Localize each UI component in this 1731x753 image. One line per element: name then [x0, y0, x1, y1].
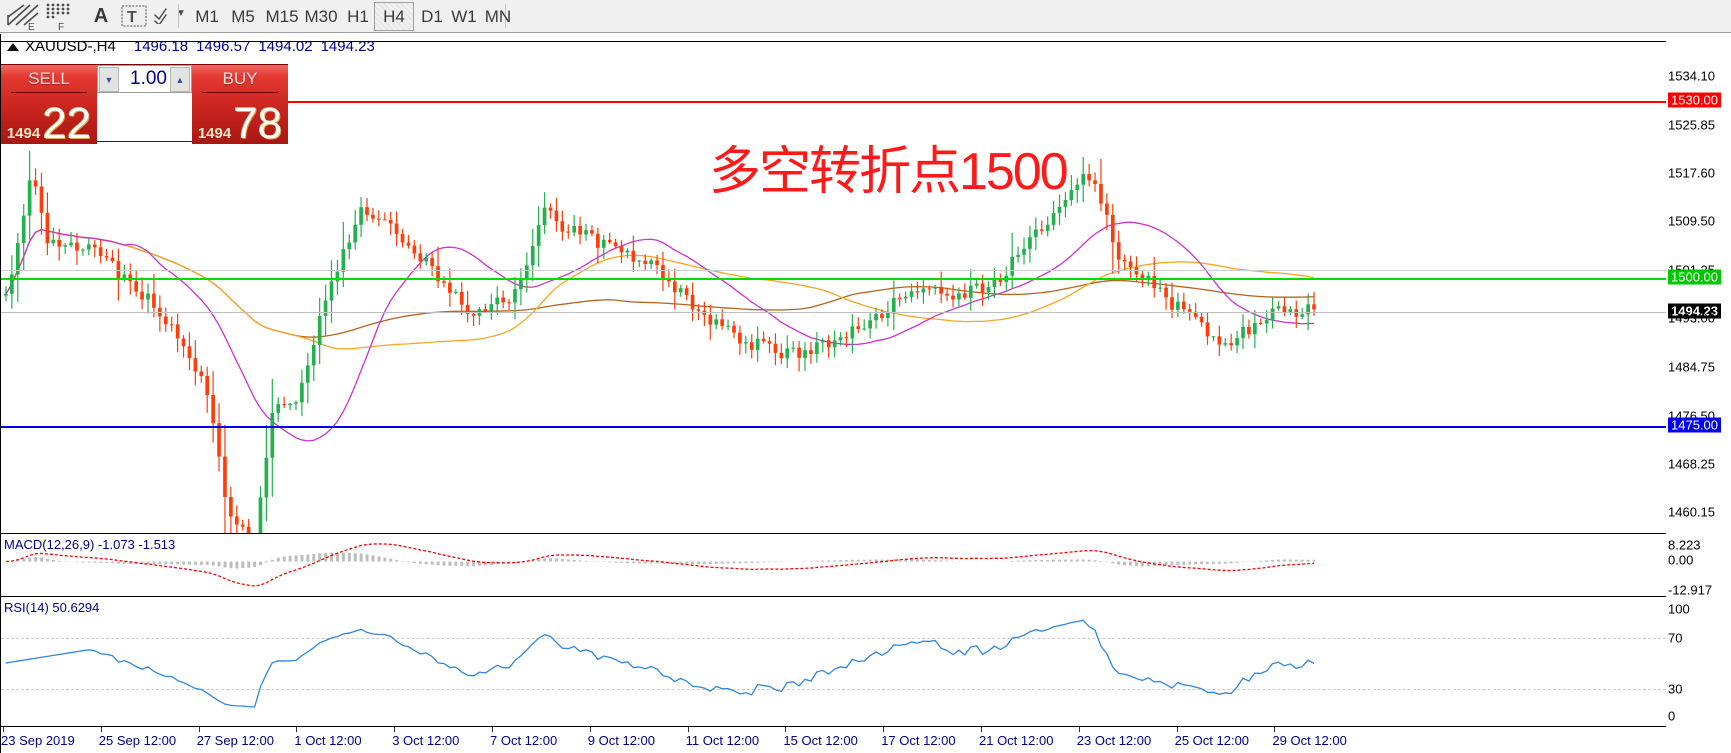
- svg-text:F: F: [58, 22, 64, 31]
- svg-text:T: T: [127, 9, 137, 26]
- svg-text:E: E: [28, 22, 35, 31]
